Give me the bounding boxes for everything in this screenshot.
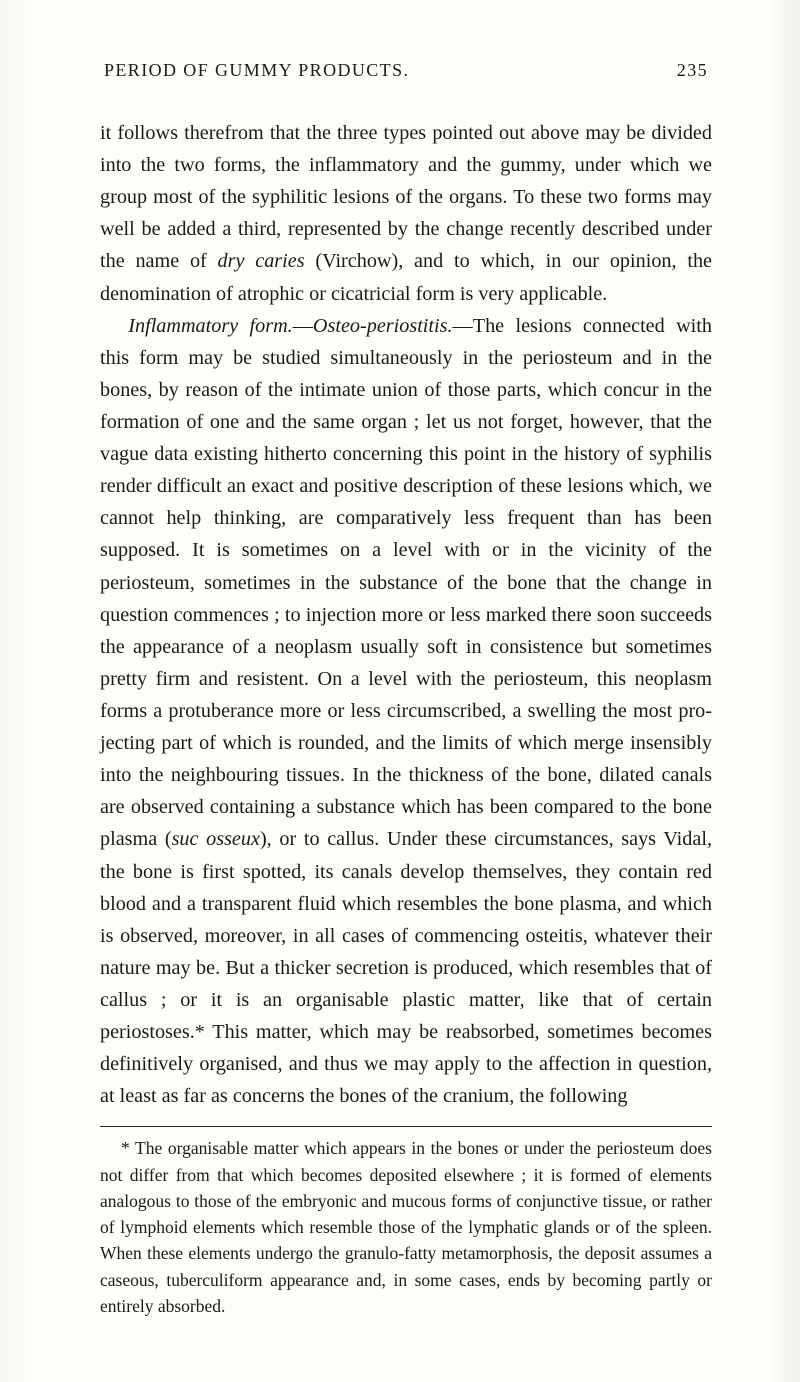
page-number: 235 bbox=[668, 60, 708, 81]
running-head: PERIOD OF GUMMY PRODUCTS. 235 bbox=[100, 60, 712, 81]
paragraph-1: it follows therefrom that the three type… bbox=[100, 117, 712, 310]
italic-text: Osteo-periostitis. bbox=[313, 315, 453, 337]
italic-text: dry caries bbox=[218, 250, 305, 272]
italic-text: Inflammatory form. bbox=[128, 315, 292, 337]
text: ), or to callus. Under these circumstanc… bbox=[100, 828, 712, 1107]
running-title: PERIOD OF GUMMY PRODUCTS. bbox=[104, 60, 409, 81]
page: PERIOD OF GUMMY PRODUCTS. 235 it follows… bbox=[0, 0, 800, 1382]
footnote-text: * The organisable matter which appears i… bbox=[100, 1138, 712, 1316]
footnote-rule bbox=[100, 1126, 712, 1127]
italic-text: suc osseux bbox=[172, 828, 260, 850]
paragraph-2: Inflammatory form.—Osteo-periostitis.—Th… bbox=[100, 310, 712, 1113]
text: — bbox=[293, 315, 313, 337]
footnote: * The organisable matter which appears i… bbox=[100, 1135, 712, 1319]
body-text: it follows therefrom that the three type… bbox=[100, 117, 712, 1112]
text: —The lesions connected with this form ma… bbox=[100, 315, 712, 851]
